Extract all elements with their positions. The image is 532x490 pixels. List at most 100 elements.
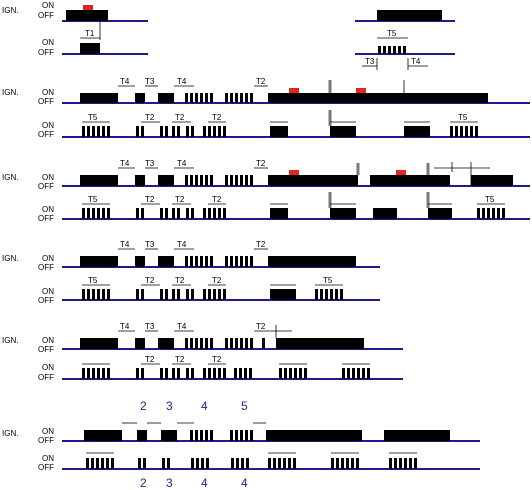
red-marker [289, 88, 299, 93]
red-marker [356, 88, 366, 93]
off-label: OFF [38, 436, 54, 445]
on-label: ON [42, 287, 54, 296]
off-label: OFF [38, 296, 54, 305]
block-0-reference: IGN. ON OFF ON OFF T1 T5 T3 T4 [2, 1, 455, 70]
t3-label: T3 [145, 159, 155, 168]
on-label: ON [42, 121, 54, 130]
t4-label: T4 [177, 159, 187, 168]
sequence-number: 5 [241, 399, 248, 413]
off-label: OFF [38, 373, 54, 382]
t5-label: T5 [88, 113, 98, 122]
block-1: IGN. ON OFF T4 T3 T4 T2 ON OFF [2, 77, 530, 139]
red-marker [83, 5, 93, 10]
off-label: OFF [38, 345, 54, 354]
block-2: IGN. ON OFF T4 T3 T4 T [2, 159, 530, 223]
ign-label: IGN. [2, 6, 18, 15]
block-4: IGN. ON OFF T4 T3 T4 T2 ON OFF [2, 322, 403, 382]
t2-label: T2 [145, 355, 155, 364]
off-label: OFF [38, 130, 54, 139]
on-label: ON [42, 1, 54, 10]
off-label: OFF [38, 11, 54, 20]
t5-label: T5 [323, 276, 333, 285]
t2-label: T2 [256, 159, 266, 168]
output-pulses [82, 126, 478, 137]
t4-label: T4 [177, 240, 187, 249]
red-marker [396, 170, 406, 175]
t5-label: T5 [458, 113, 468, 122]
sequence-number: 3 [166, 476, 173, 490]
ign-pulses [84, 430, 450, 441]
t2-label: T2 [175, 355, 185, 364]
on-label: ON [42, 38, 54, 47]
t5-label: T5 [485, 195, 495, 204]
red-marker [289, 170, 299, 175]
t2-label: T2 [212, 195, 222, 204]
t4-label: T4 [120, 240, 130, 249]
on-label: ON [42, 427, 54, 436]
t2-label: T2 [175, 195, 185, 204]
sequence-number: 4 [201, 399, 208, 413]
sequence-number: 4 [201, 476, 208, 490]
t4-label: T4 [411, 57, 421, 66]
on-label: ON [42, 363, 54, 372]
t2-label: T2 [145, 195, 155, 204]
ign-label: IGN. [2, 336, 18, 345]
t2-label: T2 [212, 355, 222, 364]
on-label: ON [42, 336, 54, 345]
off-label: OFF [38, 214, 54, 223]
t2-label: T2 [145, 113, 155, 122]
t2-label: T2 [175, 276, 185, 285]
sequence-number: 2 [140, 476, 147, 490]
output-pulses [82, 208, 505, 219]
output-pulses [86, 458, 417, 469]
sequence-number: 2 [140, 399, 147, 413]
ign-pulses [80, 93, 488, 103]
sequence-number: 4 [241, 476, 248, 490]
block-3: IGN. ON OFF T4 T3 T4 T2 ON OFF [2, 240, 380, 305]
ign-pulses [80, 175, 513, 186]
on-label: ON [42, 254, 54, 263]
ign-label: IGN. [2, 429, 18, 438]
t4-label: T4 [177, 322, 187, 331]
t3-label: T3 [145, 240, 155, 249]
t4-label: T4 [177, 77, 187, 86]
off-label: OFF [38, 182, 54, 191]
t3-label: T3 [365, 57, 375, 66]
off-label: OFF [38, 463, 54, 472]
output-pulse [80, 43, 100, 54]
t2-label: T2 [212, 276, 222, 285]
t4-label: T4 [120, 322, 130, 331]
t1-label: T1 [85, 29, 95, 38]
ign-pulse [377, 10, 442, 21]
off-label: OFF [38, 48, 54, 57]
sequence-number: 3 [166, 399, 173, 413]
on-label: ON [42, 88, 54, 97]
off-label: OFF [38, 97, 54, 106]
t2-label: T2 [256, 322, 266, 331]
t4-label: T4 [120, 77, 130, 86]
t5-label: T5 [88, 195, 98, 204]
t4-label: T4 [120, 159, 130, 168]
t3-label: T3 [145, 77, 155, 86]
output-pulses [82, 289, 343, 300]
t5-label: T5 [387, 29, 397, 38]
output-pulses [82, 368, 370, 379]
on-label: ON [42, 205, 54, 214]
on-label: ON [42, 454, 54, 463]
off-label: OFF [38, 263, 54, 272]
ign-label: IGN. [2, 254, 18, 263]
t2-label: T2 [256, 77, 266, 86]
ign-pulses [80, 338, 364, 349]
t2-label: T2 [212, 113, 222, 122]
t5-label: T5 [88, 276, 98, 285]
t2-label: T2 [175, 113, 185, 122]
ign-label: IGN. [2, 88, 18, 97]
t2-label: T2 [256, 240, 266, 249]
ign-label: IGN. [2, 173, 18, 182]
ign-pulses [80, 256, 356, 267]
ign-pulse [66, 10, 108, 21]
output-pulse-train [378, 46, 406, 54]
block-5-numbered: 2 3 4 5 IGN. ON OFF ON OFF [2, 399, 480, 490]
t3-label: T3 [145, 322, 155, 331]
